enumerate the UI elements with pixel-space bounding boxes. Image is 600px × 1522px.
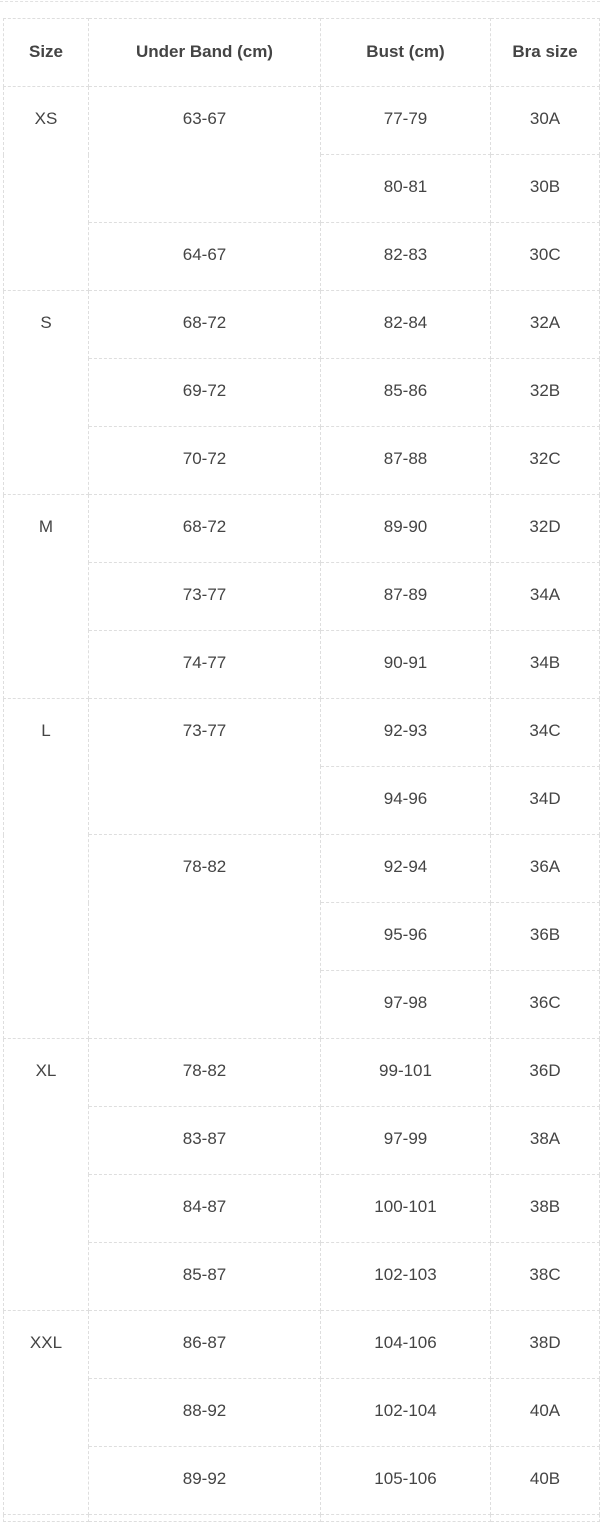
under-band-cell: 78-82: [88, 834, 321, 1039]
empty-cell: [88, 1514, 321, 1522]
bra-size-cell: 34C: [490, 698, 600, 767]
under-band-cell: 70-72: [88, 426, 321, 495]
empty-cell: [490, 1514, 600, 1522]
under-band-cell: 85-87: [88, 1242, 321, 1311]
bra-size-cell: 34B: [490, 630, 600, 699]
header-under-band: Under Band (cm): [88, 18, 321, 87]
table-row: 97-98 36C: [4, 970, 600, 1039]
table-row: S 68-72 82-84 32A: [3, 290, 600, 495]
size-cell: M: [3, 494, 89, 699]
table-row: XS 63-67 77-79 30A: [3, 86, 600, 291]
bust-cell: 89-90: [320, 494, 491, 563]
size-cell: XS: [3, 86, 89, 291]
bra-size-cell: 36C: [490, 970, 600, 1039]
under-band-cell: 83-87: [88, 1106, 321, 1175]
bust-cell: 97-99: [320, 1106, 491, 1175]
bra-size-cell: 36D: [490, 1038, 600, 1107]
size-chart-table: Size Under Band (cm) Bust (cm) Bra size …: [3, 18, 600, 1522]
empty-cell: [3, 1514, 89, 1522]
size-cell: XXL: [3, 1310, 89, 1515]
bust-cell: 95-96: [320, 902, 491, 971]
under-band-cell: 68-72: [88, 290, 321, 359]
bust-cell: 102-104: [320, 1378, 491, 1447]
under-band-cell: 88-92: [88, 1378, 321, 1447]
bust-cell: 80-81: [320, 154, 491, 223]
bra-size-cell: 38B: [490, 1174, 600, 1243]
under-band-cell: 74-77: [88, 630, 321, 699]
under-band-cell: 68-72: [88, 494, 321, 563]
table-row-partial: [3, 1514, 600, 1522]
size-cell: L: [3, 698, 89, 1039]
under-band-cell: 86-87: [88, 1310, 321, 1379]
bra-size-cell: 32B: [490, 358, 600, 427]
table-row: 94-96 34D: [4, 766, 600, 835]
bust-cell: 94-96: [320, 766, 491, 835]
top-divider: [0, 1, 600, 2]
table-row: 85-87 102-103 38C: [4, 1242, 600, 1311]
bust-cell: 97-98: [320, 970, 491, 1039]
size-cell: S: [3, 290, 89, 495]
bra-size-cell: 30A: [490, 86, 600, 155]
bust-cell: 92-93: [320, 698, 491, 767]
table-row: 80-81 30B: [4, 154, 600, 223]
under-band-cell: 64-67: [88, 222, 321, 291]
bust-cell: 77-79: [320, 86, 491, 155]
bra-size-cell: 38D: [490, 1310, 600, 1379]
bra-size-cell: 40A: [490, 1378, 600, 1447]
table-row: 84-87 100-101 38B: [4, 1174, 600, 1243]
table-row: 73-77 87-89 34A: [4, 562, 600, 631]
bra-size-cell: 30B: [490, 154, 600, 223]
header-row: Size Under Band (cm) Bust (cm) Bra size: [3, 18, 600, 87]
bust-cell: 100-101: [320, 1174, 491, 1243]
under-band-cell: 63-67: [88, 86, 321, 223]
table-row: 70-72 87-88 32C: [4, 426, 600, 495]
table-row: XXL 86-87 104-106 38D: [3, 1310, 600, 1515]
bust-cell: 82-83: [320, 222, 491, 291]
bust-cell: 105-106: [320, 1446, 491, 1515]
bra-size-cell: 32C: [490, 426, 600, 495]
under-band-cell: 73-77: [88, 698, 321, 835]
bra-size-cell: 36B: [490, 902, 600, 971]
table-row: 88-92 102-104 40A: [4, 1378, 600, 1447]
header-bust: Bust (cm): [320, 18, 491, 87]
bra-size-cell: 34A: [490, 562, 600, 631]
under-band-cell: 69-72: [88, 358, 321, 427]
table-row: 83-87 97-99 38A: [4, 1106, 600, 1175]
under-band-cell: 84-87: [88, 1174, 321, 1243]
size-cell: XL: [3, 1038, 89, 1311]
table-body: XS 63-67 77-79 30A 80-81 30B 64-67 82-83 30C S 68-…: [3, 86, 600, 1522]
under-band-cell: 78-82: [88, 1038, 321, 1107]
bra-size-cell: 32D: [490, 494, 600, 563]
bust-cell: 87-88: [320, 426, 491, 495]
table-row: 74-77 90-91 34B: [4, 630, 600, 699]
table-row: XL 78-82 99-101 36D: [3, 1038, 600, 1311]
bust-cell: 99-101: [320, 1038, 491, 1107]
bust-cell: 87-89: [320, 562, 491, 631]
table-row: 69-72 85-86 32B: [4, 358, 600, 427]
bust-cell: 90-91: [320, 630, 491, 699]
table-row: 64-67 82-83 30C: [4, 222, 600, 291]
empty-cell: [320, 1514, 491, 1522]
bra-size-cell: 36A: [490, 834, 600, 903]
table-row: L 73-77 92-93 34C: [3, 698, 600, 1039]
bust-cell: 82-84: [320, 290, 491, 359]
table-row: 89-92 105-106 40B: [4, 1446, 600, 1515]
bra-size-cell: 30C: [490, 222, 600, 291]
bust-cell: 102-103: [320, 1242, 491, 1311]
table-row: M 68-72 89-90 32D: [3, 494, 600, 699]
bust-cell: 85-86: [320, 358, 491, 427]
bra-size-cell: 38C: [490, 1242, 600, 1311]
header-size: Size: [3, 18, 89, 87]
bust-cell: 92-94: [320, 834, 491, 903]
under-band-cell: 73-77: [88, 562, 321, 631]
bra-size-cell: 38A: [490, 1106, 600, 1175]
bra-size-cell: 32A: [490, 290, 600, 359]
bra-size-cell: 34D: [490, 766, 600, 835]
table-row: 78-82 92-94 36A: [4, 834, 600, 1039]
bust-cell: 104-106: [320, 1310, 491, 1379]
bra-size-cell: 40B: [490, 1446, 600, 1515]
under-band-cell: 89-92: [88, 1446, 321, 1515]
table-row: 95-96 36B: [4, 902, 600, 971]
header-bra-size: Bra size: [490, 18, 600, 87]
